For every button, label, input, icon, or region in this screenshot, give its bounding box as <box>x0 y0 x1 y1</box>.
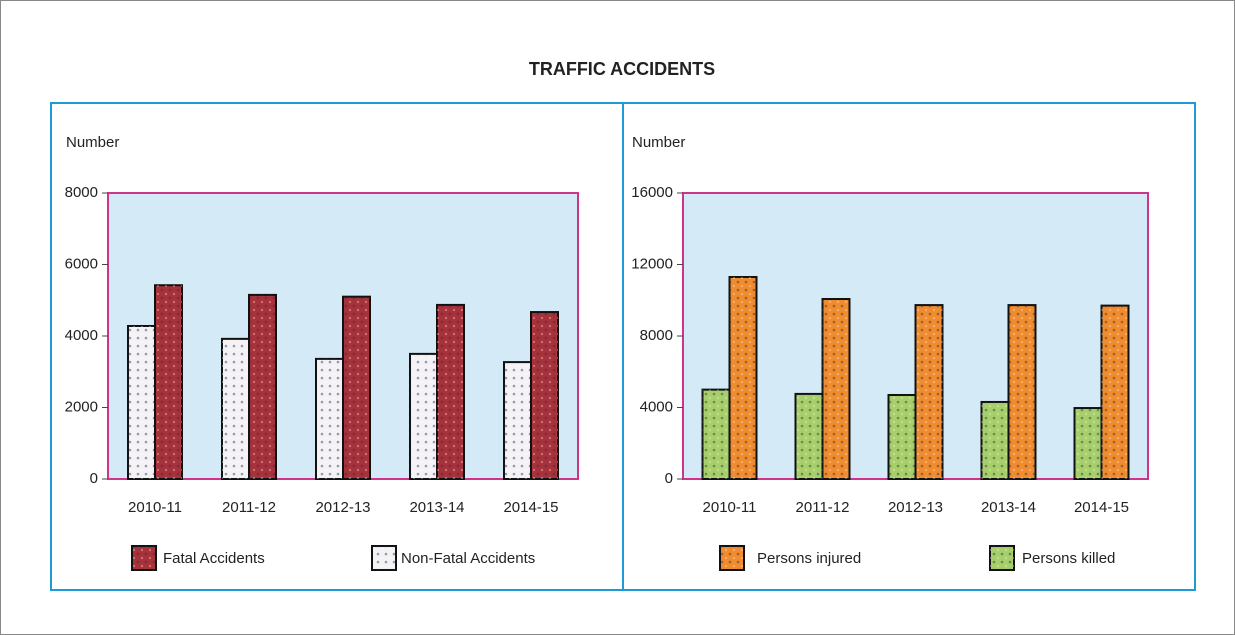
y-axis-label: Number <box>632 134 685 151</box>
legend-texture <box>720 546 744 570</box>
x-tick-label: 2013-14 <box>981 499 1036 516</box>
y-tick-label: 0 <box>665 470 673 487</box>
bar-texture <box>702 389 730 479</box>
bar-texture <box>531 312 558 479</box>
bar-texture <box>795 393 823 479</box>
bar-texture <box>822 298 850 479</box>
y-tick-label: 4000 <box>65 327 98 344</box>
legend-texture <box>372 546 396 570</box>
x-tick-label: 2010-11 <box>703 499 757 516</box>
bar-texture <box>981 401 1009 479</box>
y-tick-label: 0 <box>90 470 98 487</box>
legend-label: Non-Fatal Accidents <box>401 550 535 567</box>
bar-texture <box>504 362 531 479</box>
bar-texture <box>155 285 182 479</box>
bar-texture <box>915 305 943 479</box>
y-tick-label: 6000 <box>65 255 98 272</box>
y-tick-label: 16000 <box>631 184 673 201</box>
bar-texture <box>343 296 370 479</box>
bar-texture <box>729 277 757 479</box>
y-tick-label: 8000 <box>65 184 98 201</box>
legend-label: Persons killed <box>1022 550 1115 567</box>
x-tick-label: 2011-12 <box>796 499 850 516</box>
page-title: TRAFFIC ACCIDENTS <box>529 59 715 79</box>
bar-texture <box>1101 305 1129 479</box>
y-tick-label: 12000 <box>631 255 673 272</box>
x-tick-label: 2014-15 <box>1074 499 1129 516</box>
y-axis-label: Number <box>66 134 119 151</box>
panel-border <box>622 102 1196 591</box>
bar-texture <box>888 394 916 479</box>
y-tick-label: 4000 <box>640 398 673 415</box>
bar-texture <box>1008 305 1036 479</box>
x-tick-label: 2010-11 <box>128 499 182 516</box>
legend-texture <box>990 546 1014 570</box>
x-tick-label: 2011-12 <box>222 499 276 516</box>
bar-texture <box>437 304 464 479</box>
bar-texture <box>1074 408 1102 479</box>
legend-texture <box>132 546 156 570</box>
bar-texture <box>249 294 276 479</box>
y-tick-label: 2000 <box>65 398 98 415</box>
bar-texture <box>128 325 155 479</box>
x-tick-label: 2012-13 <box>888 499 943 516</box>
bar-texture <box>410 353 437 479</box>
legend-label: Persons injured <box>757 550 861 567</box>
x-tick-label: 2014-15 <box>503 499 558 516</box>
bar-texture <box>222 338 249 479</box>
x-tick-label: 2013-14 <box>409 499 464 516</box>
legend-label: Fatal Accidents <box>163 550 265 567</box>
bar-texture <box>316 358 343 479</box>
x-tick-label: 2012-13 <box>315 499 370 516</box>
y-tick-label: 8000 <box>640 327 673 344</box>
